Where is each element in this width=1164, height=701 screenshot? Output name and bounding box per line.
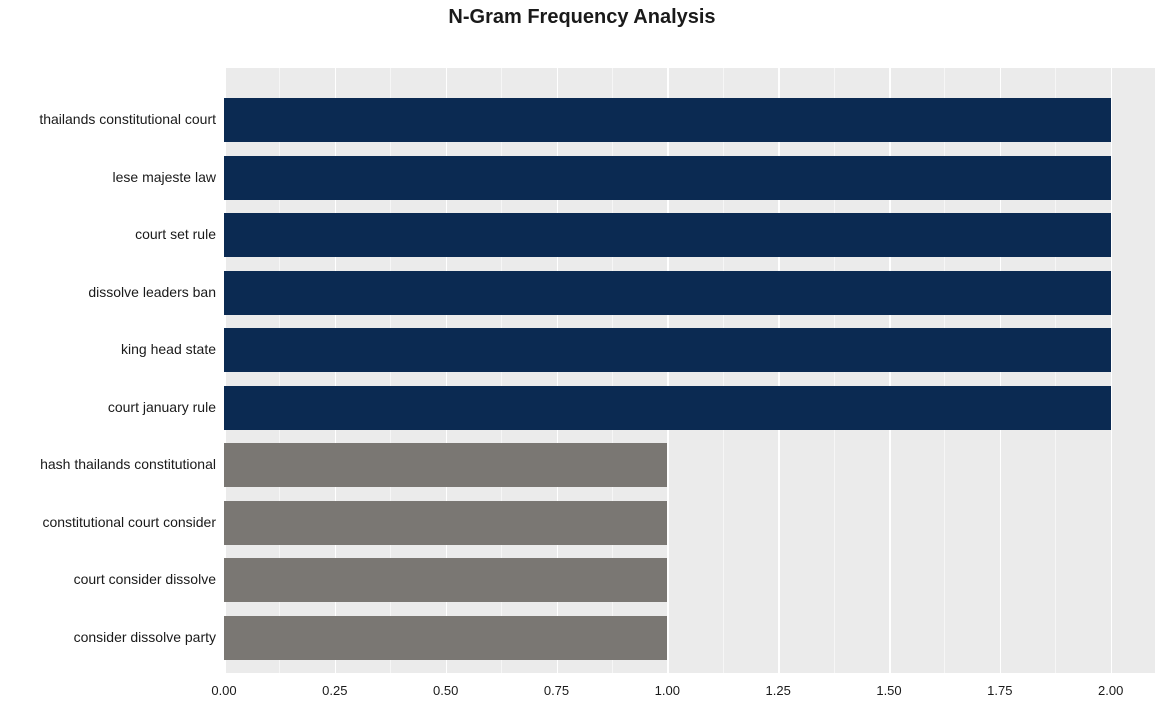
x-tick-label: 1.50 xyxy=(876,683,901,698)
x-tick-label: 0.00 xyxy=(211,683,236,698)
y-tick-label: hash thailands constitutional xyxy=(0,456,216,472)
bar xyxy=(224,501,667,545)
bar xyxy=(224,213,1111,257)
bar xyxy=(224,443,667,487)
y-tick-label: court set rule xyxy=(0,226,216,242)
x-tick-label: 1.75 xyxy=(987,683,1012,698)
bar xyxy=(224,558,667,602)
bar xyxy=(224,328,1111,372)
bar xyxy=(224,386,1111,430)
x-tick-label: 1.25 xyxy=(766,683,791,698)
y-tick-label: court consider dissolve xyxy=(0,571,216,587)
bar xyxy=(224,98,1111,142)
x-tick-label: 0.25 xyxy=(322,683,347,698)
y-tick-label: king head state xyxy=(0,341,216,357)
y-tick-label: constitutional court consider xyxy=(0,514,216,530)
y-tick-label: dissolve leaders ban xyxy=(0,284,216,300)
plot-area xyxy=(224,68,1155,673)
x-tick-label: 2.00 xyxy=(1098,683,1123,698)
y-tick-label: thailands constitutional court xyxy=(0,111,216,127)
chart-title: N-Gram Frequency Analysis xyxy=(0,0,1164,33)
x-tick-label: 1.00 xyxy=(655,683,680,698)
y-tick-label: lese majeste law xyxy=(0,169,216,185)
grid-major xyxy=(1111,68,1113,673)
bar xyxy=(224,156,1111,200)
y-tick-label: court january rule xyxy=(0,399,216,415)
bar xyxy=(224,616,667,660)
x-tick-label: 0.75 xyxy=(544,683,569,698)
y-tick-label: consider dissolve party xyxy=(0,629,216,645)
x-tick-label: 0.50 xyxy=(433,683,458,698)
bar xyxy=(224,271,1111,315)
